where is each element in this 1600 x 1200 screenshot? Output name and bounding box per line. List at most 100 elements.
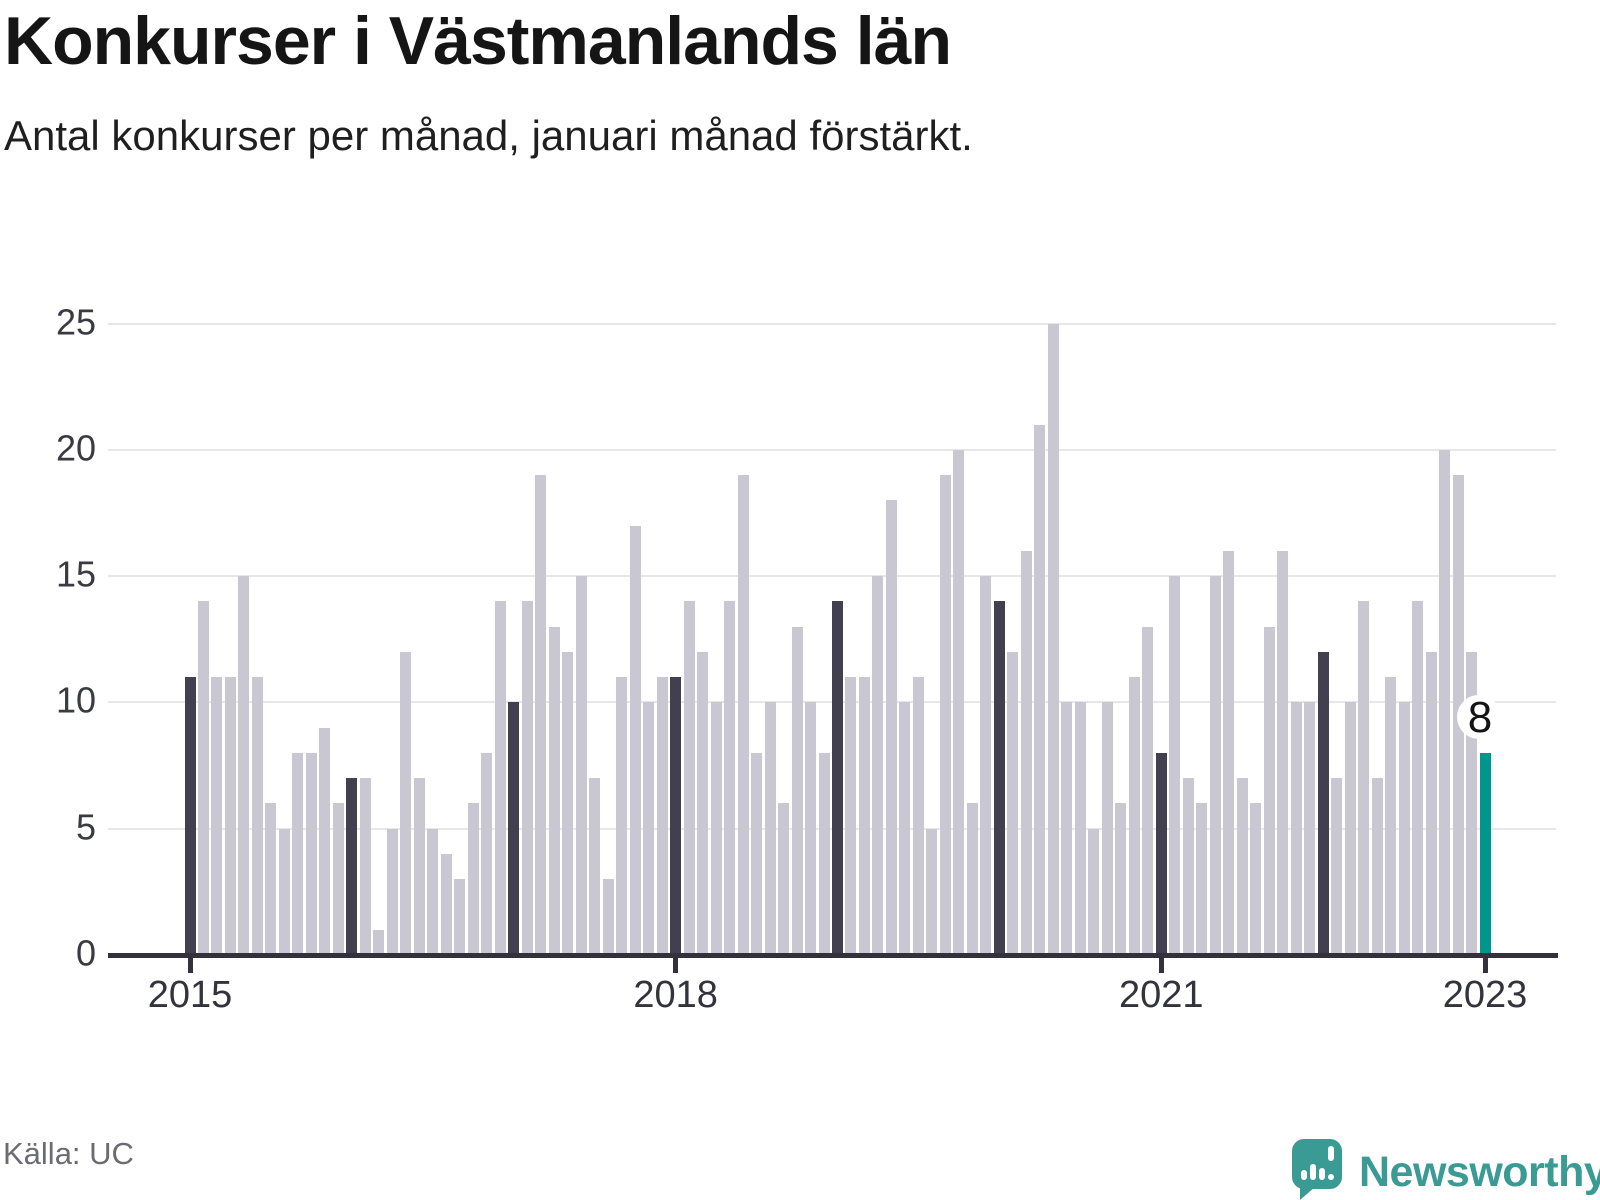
x-tick-label-2021: 2021 xyxy=(1118,974,1204,1016)
bar-2016-01 xyxy=(346,778,358,955)
bar-2022-04 xyxy=(1358,601,1370,955)
bar-2015-05 xyxy=(238,576,250,955)
bar-2015-02 xyxy=(197,601,209,955)
bar-2019-01 xyxy=(832,601,843,955)
gridline-15 xyxy=(108,575,1556,578)
bar-2022-01 xyxy=(1317,651,1329,955)
bar-2015-09 xyxy=(292,752,304,955)
x-tick-label-2023: 2023 xyxy=(1442,974,1528,1016)
bar-2018-02 xyxy=(683,601,695,955)
gridline-20 xyxy=(108,448,1556,451)
logo-exclamation-icon xyxy=(1328,1146,1334,1161)
bar-2022-10 xyxy=(1439,449,1451,955)
bar-2021-10 xyxy=(1277,550,1289,955)
page-title: Konkurser i Västmanlands län xyxy=(4,3,952,79)
bar-2019-12 xyxy=(980,576,992,955)
logo-minibar-icon xyxy=(1319,1168,1325,1180)
bar-2023-01 xyxy=(1479,752,1491,955)
bar-2017-02 xyxy=(521,601,533,955)
bar-2020-07 xyxy=(1074,702,1086,955)
bar-2016-06 xyxy=(413,778,425,955)
bar-2017-10 xyxy=(629,525,641,955)
bar-2016-02 xyxy=(359,778,371,955)
bar-2022-06 xyxy=(1385,677,1397,955)
bar-2017-01 xyxy=(508,702,520,955)
bar-2021-09 xyxy=(1263,626,1275,955)
bar-2019-05 xyxy=(885,500,897,955)
brand-wordmark: Newsworthy xyxy=(1359,1148,1600,1196)
bar-2015-07 xyxy=(265,803,277,955)
bar-2022-07 xyxy=(1398,702,1410,955)
bar-2016-05 xyxy=(400,651,412,955)
bar-2017-08 xyxy=(602,879,614,955)
bar-2016-04 xyxy=(386,828,398,955)
bar-2018-04 xyxy=(710,702,722,955)
bar-2020-05 xyxy=(1047,323,1059,955)
annotation-value: 8 xyxy=(1467,692,1493,742)
bar-2017-09 xyxy=(616,677,628,955)
bar-2019-06 xyxy=(899,702,911,955)
bar-2017-05 xyxy=(562,651,574,955)
bar-2020-12 xyxy=(1142,626,1154,955)
bar-2020-03 xyxy=(1020,550,1032,955)
bar-2020-08 xyxy=(1088,828,1100,955)
bar-2022-02 xyxy=(1331,778,1343,955)
bar-2019-08 xyxy=(926,828,938,955)
y-tick-label-5: 5 xyxy=(75,806,96,848)
bar-2018-01 xyxy=(670,677,682,955)
newsworthy-logo-icon xyxy=(1292,1139,1342,1200)
bar-2022-08 xyxy=(1412,601,1424,955)
bar-2015-04 xyxy=(224,677,236,955)
y-tick-label-10: 10 xyxy=(55,679,96,721)
bar-2016-07 xyxy=(427,828,439,955)
bar-2019-10 xyxy=(953,449,965,955)
bar-2021-11 xyxy=(1290,702,1302,955)
bar-2020-02 xyxy=(1007,651,1019,955)
logo-speech-bubble xyxy=(1292,1139,1342,1189)
source-note: Källa: UC xyxy=(3,1136,134,1171)
bar-2015-12 xyxy=(332,803,344,955)
bar-2016-10 xyxy=(467,803,479,955)
bar-2015-03 xyxy=(211,677,223,955)
bar-2018-08 xyxy=(764,702,776,955)
bar-2016-03 xyxy=(373,929,385,955)
bar-2019-04 xyxy=(872,576,884,955)
y-tick-label-25: 25 xyxy=(55,300,96,342)
bar-2018-12 xyxy=(818,752,830,955)
bar-2015-11 xyxy=(319,727,331,955)
page-subtitle: Antal konkurser per månad, januari månad… xyxy=(4,112,973,159)
bar-2017-12 xyxy=(656,677,668,955)
bar-2022-12 xyxy=(1466,651,1477,955)
bar-2022-05 xyxy=(1371,778,1383,955)
bar-2020-09 xyxy=(1101,702,1113,955)
bar-2018-06 xyxy=(737,475,749,955)
bar-2020-10 xyxy=(1115,803,1127,955)
x-tick-2015 xyxy=(187,956,193,973)
bar-2020-11 xyxy=(1128,677,1140,955)
x-tick-2023 xyxy=(1482,956,1488,973)
bar-2021-04 xyxy=(1196,803,1208,955)
bar-2021-05 xyxy=(1209,576,1221,955)
y-tick-label-20: 20 xyxy=(55,427,96,469)
bar-2015-08 xyxy=(278,828,290,955)
x-tick-label-2015: 2015 xyxy=(147,974,233,1016)
x-axis-line xyxy=(108,953,1558,958)
x-tick-2021 xyxy=(1158,956,1164,973)
bar-2020-01 xyxy=(993,601,1005,955)
bar-2020-06 xyxy=(1061,702,1073,955)
x-tick-label-2018: 2018 xyxy=(633,974,718,1016)
bar-2021-08 xyxy=(1250,803,1262,955)
bar-2015-01 xyxy=(184,677,196,955)
logo-minibar-icon xyxy=(1310,1164,1316,1180)
bar-2021-02 xyxy=(1169,576,1181,955)
bar-2016-09 xyxy=(454,879,466,955)
x-tick-2018 xyxy=(673,956,679,973)
bar-2020-04 xyxy=(1034,424,1046,955)
bar-2021-07 xyxy=(1236,778,1248,955)
bar-2016-08 xyxy=(440,853,452,955)
y-tick-label-15: 15 xyxy=(55,553,96,595)
bar-2019-11 xyxy=(966,803,978,955)
bar-2019-09 xyxy=(939,475,951,955)
logo-minibar-icon xyxy=(1301,1170,1307,1180)
